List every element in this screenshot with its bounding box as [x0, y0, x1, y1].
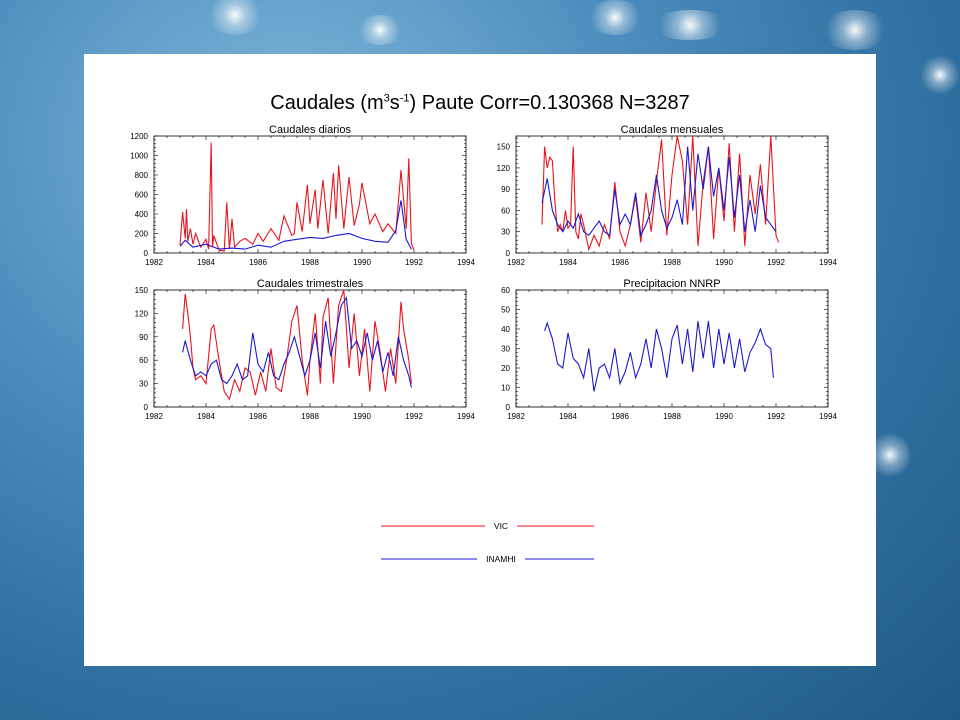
- y-tick-label: 800: [135, 171, 149, 180]
- x-tick-label: 1990: [353, 258, 371, 267]
- y-tick-label: 30: [501, 345, 510, 354]
- panel-title: Caudales diarios: [269, 124, 351, 136]
- x-tick-label: 1994: [819, 258, 837, 267]
- x-tick-label: 1988: [301, 258, 319, 267]
- x-tick-label: 1982: [507, 412, 525, 421]
- y-tick-label: 0: [144, 403, 149, 412]
- x-tick-label: 1982: [507, 258, 525, 267]
- x-tick-label: 1992: [405, 412, 423, 421]
- panel-title: Precipitacion NNRP: [623, 278, 720, 290]
- title-prefix: Caudales (m: [270, 92, 384, 114]
- legend: VIC INAMHI: [381, 521, 594, 564]
- series-line-vic: [179, 142, 415, 252]
- plot-frame: [515, 289, 829, 408]
- plot-frame: [153, 289, 467, 408]
- y-tick-label: 60: [139, 356, 148, 365]
- chart-panel-precipitacion-nnrp: 1982 1984 1986 1988 1990 1992 1994 0 10 20 30 40 50 6…: [501, 278, 837, 421]
- x-tick-label: 1986: [611, 258, 629, 267]
- plot-frame: [153, 135, 467, 254]
- y-tick-label: 150: [497, 143, 511, 152]
- x-tick-label: 1994: [819, 412, 837, 421]
- chart-slide: Caudales (m3s-1) Paute Corr=0.130368 N=3…: [84, 54, 876, 666]
- series-line-inamhi: [179, 200, 412, 250]
- x-tick-label: 1988: [663, 412, 681, 421]
- x-tick-label: 1982: [145, 258, 163, 267]
- x-tick-label: 1994: [457, 412, 475, 421]
- background-sparkle: [355, 15, 405, 45]
- y-tick-label: 90: [139, 333, 148, 342]
- x-tick-label: 1990: [715, 258, 733, 267]
- y-tick-label: 1200: [130, 132, 148, 141]
- y-tick-label: 150: [135, 286, 149, 295]
- background-sparkle: [870, 430, 910, 480]
- series-line-inamhi: [541, 146, 777, 238]
- x-tick-label: 1986: [249, 258, 267, 267]
- x-tick-label: 1986: [249, 412, 267, 421]
- panel-title: Caudales trimestrales: [257, 278, 364, 290]
- chart-main-title: Caudales (m3s-1) Paute Corr=0.130368 N=3…: [84, 92, 876, 115]
- y-tick-label: 30: [501, 228, 510, 237]
- x-tick-label: 1984: [559, 412, 577, 421]
- x-tick-label: 1982: [145, 412, 163, 421]
- x-tick-label: 1984: [197, 412, 215, 421]
- legend-label-inamhi: INAMHI: [486, 554, 516, 564]
- y-tick-label: 60: [501, 206, 510, 215]
- x-tick-label: 1988: [301, 412, 319, 421]
- background-sparkle: [205, 0, 265, 35]
- background-sparkle: [650, 10, 730, 40]
- title-mid: s: [389, 92, 400, 114]
- legend-label-vic: VIC: [494, 521, 508, 531]
- series-line-vic: [541, 136, 780, 252]
- plot-frame: [515, 135, 829, 254]
- y-tick-label: 10: [501, 384, 510, 393]
- y-tick-label: 120: [497, 164, 511, 173]
- y-tick-label: 0: [144, 249, 149, 258]
- series-line-vic: [182, 290, 412, 401]
- title-suffix: ) Paute Corr=0.130368 N=3287: [409, 92, 690, 114]
- y-tick-label: 400: [135, 210, 149, 219]
- y-tick-label: 60: [501, 286, 510, 295]
- background-sparkle: [820, 10, 890, 50]
- series-line-inamhi: [182, 296, 412, 388]
- y-tick-label: 40: [501, 325, 510, 334]
- y-tick-label: 90: [501, 185, 510, 194]
- y-tick-label: 30: [139, 380, 148, 389]
- chart-panel-caudales-trimestrales: 1982 1984 1986 1988 1990 1992 1994 0 30 60 90 120 15…: [135, 278, 476, 421]
- x-tick-label: 1984: [197, 258, 215, 267]
- y-tick-label: 20: [501, 364, 510, 373]
- chart-panel-caudales-diarios: 1982 1984 1986 1988 1990 1992 1994 0 200 400 600 80…: [130, 124, 475, 267]
- x-tick-label: 1992: [767, 412, 785, 421]
- series-line-inamhi: [544, 321, 774, 392]
- y-tick-label: 120: [135, 309, 149, 318]
- x-tick-label: 1986: [611, 412, 629, 421]
- background-sparkle: [585, 0, 645, 35]
- x-tick-label: 1992: [767, 258, 785, 267]
- title-superscript-exponent: 3: [383, 92, 390, 105]
- x-tick-label: 1984: [559, 258, 577, 267]
- x-tick-label: 1990: [353, 412, 371, 421]
- y-tick-label: 50: [501, 306, 510, 315]
- y-tick-label: 600: [135, 191, 149, 200]
- x-tick-label: 1988: [663, 258, 681, 267]
- x-tick-label: 1994: [457, 258, 475, 267]
- x-tick-label: 1990: [715, 412, 733, 421]
- x-tick-label: 1992: [405, 258, 423, 267]
- y-tick-label: 200: [135, 230, 149, 239]
- y-tick-label: 0: [506, 249, 511, 258]
- panel-title: Caudales mensuales: [621, 124, 724, 136]
- background-sparkle: [920, 55, 960, 95]
- y-tick-label: 1000: [130, 152, 148, 161]
- chart-panel-caudales-mensuales: 1982 1984 1986 1988 1990 1992 1994 0 30 60 90 120 15…: [497, 124, 838, 267]
- title-superscript-unit: -1: [399, 92, 410, 105]
- y-tick-label: 0: [506, 403, 511, 412]
- chart-panels: 1982 1984 1986 1988 1990 1992 1994020040060080…: [130, 124, 838, 564]
